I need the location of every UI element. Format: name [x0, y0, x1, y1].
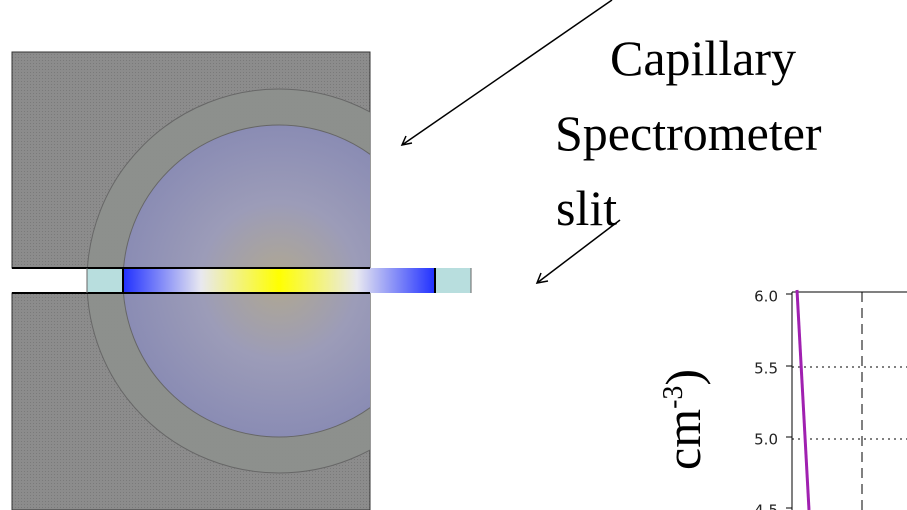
y-tick-label: 5.5: [754, 360, 778, 378]
diagram: Capillary Spectrometer slit 6.0 5.5 5.0 4.5…: [0, 0, 907, 510]
y-tick-label: 6.0: [754, 288, 778, 306]
y-axis-label: cm-3): [655, 369, 711, 470]
plot-fragment: 6.0 5.5 5.0 4.5 cm-3): [655, 288, 907, 510]
y-tick-label: 5.0: [754, 431, 778, 449]
y-tick-label: 4.5: [754, 502, 778, 510]
capillary-cross-section: [12, 52, 471, 510]
slit-label: slit: [556, 180, 617, 236]
page: {"labels": {"capillary": "Capillary", "s…: [0, 0, 907, 510]
spectrometer-label: Spectrometer: [555, 105, 822, 161]
capillary-label: Capillary: [610, 30, 796, 86]
